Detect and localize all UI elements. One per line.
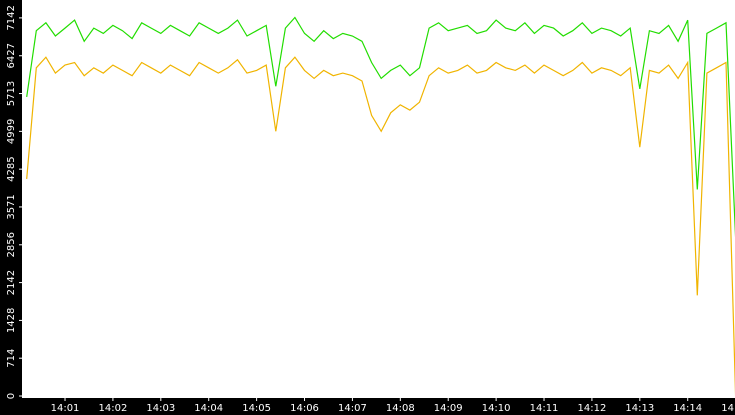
y-tick-label: 7142	[6, 5, 17, 30]
x-tick-label: 14:08	[386, 403, 415, 414]
y-tick-label: 5713	[6, 81, 17, 106]
x-tick-label: 14:04	[194, 403, 223, 414]
y-tick-label: 714	[6, 349, 17, 368]
y-tick-label: 2856	[6, 232, 17, 257]
y-axis-band	[0, 0, 22, 415]
y-tick-label: 4285	[6, 156, 17, 181]
series-line	[26, 16, 735, 238]
x-tick-label: 14:15	[721, 403, 735, 414]
x-tick-label: 14:10	[482, 403, 511, 414]
x-tick-label: 14:12	[578, 403, 607, 414]
x-tick-label: 14:01	[51, 403, 80, 414]
y-tick-label: 3571	[6, 194, 17, 219]
x-tick-label: 14:02	[99, 403, 128, 414]
x-tick-label: 14:14	[673, 403, 702, 414]
x-axis-band	[0, 398, 735, 415]
y-tick-label: 2142	[6, 270, 17, 295]
x-tick-label: 14:03	[146, 403, 175, 414]
y-tick-label: 0	[6, 393, 17, 399]
x-tick-label: 14:05	[242, 403, 271, 414]
x-tick-label: 14:06	[290, 403, 319, 414]
x-tick-label: 14:11	[530, 403, 559, 414]
y-tick-label: 6427	[6, 43, 17, 68]
x-tick-label: 14:09	[434, 403, 463, 414]
series-line	[26, 56, 735, 397]
x-tick-label: 14:07	[338, 403, 367, 414]
y-tick-label: 1428	[6, 308, 17, 333]
x-tick-label: 14:13	[625, 403, 654, 414]
y-tick-label: 4999	[6, 119, 17, 144]
